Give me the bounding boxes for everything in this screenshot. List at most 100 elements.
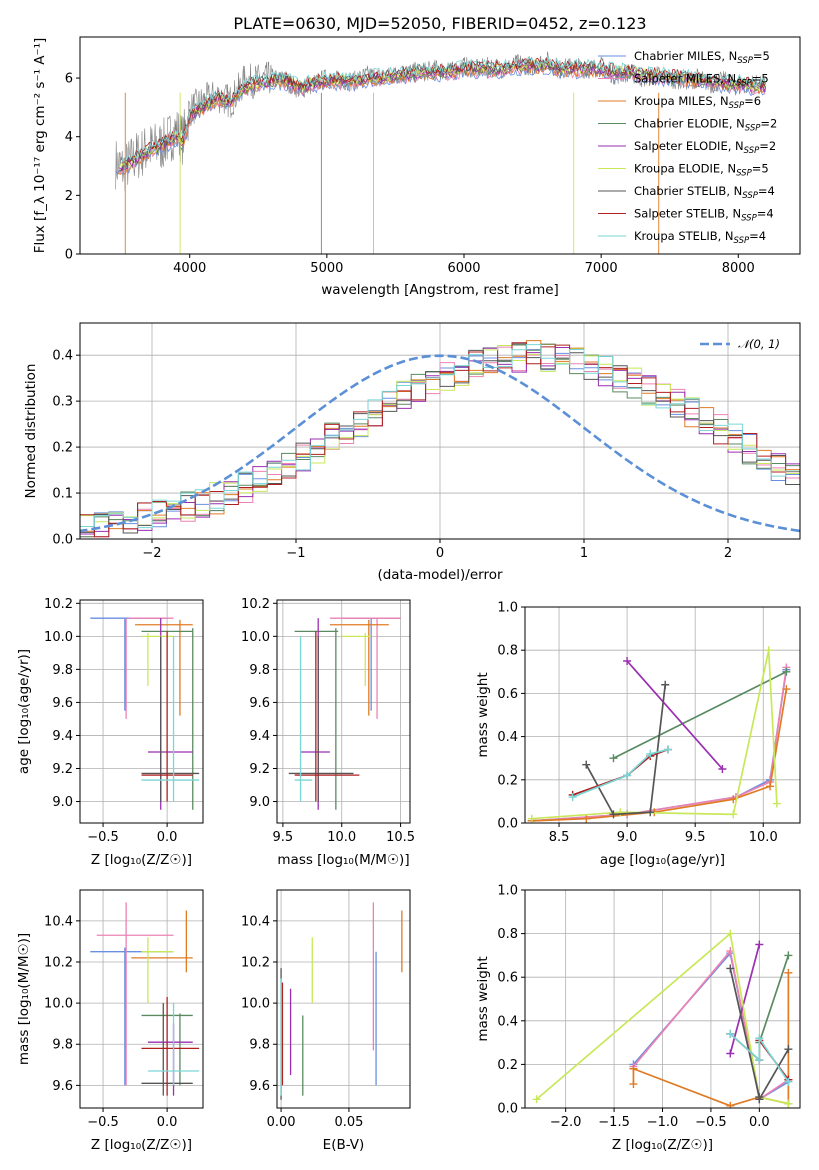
y-axis-label: mass [log₁₀(M/M☉)] [16, 933, 32, 1065]
axes-frame [276, 889, 411, 1109]
series-marker [726, 929, 735, 938]
panel-weight-vs-Z: −2.0 −1.5 −1.0 −0.5 0.0 0.0 0.2 0.4 0.6 0.8 1.0 Z [… [475, 884, 801, 1153]
y-tick-label: 9.2 [52, 762, 73, 777]
y-tick-label: 0.6 [497, 971, 518, 986]
x-tick-label: −1.0 [647, 1115, 679, 1130]
series-marker [532, 1095, 541, 1104]
axes-frame [524, 606, 801, 824]
y-tick-label: 0.0 [52, 533, 73, 548]
y-tick-label: 9.6 [249, 1079, 270, 1094]
y-tick-label: 0.4 [52, 349, 73, 364]
x-tick-label: 1 [580, 546, 588, 561]
y-tick-label: 0.8 [497, 644, 518, 659]
y-tick-label: 1.0 [497, 884, 518, 899]
y-axis-label: Normed distribution [23, 364, 39, 499]
y-tick-label: 0.4 [497, 1014, 518, 1029]
y-tick-label: 4 [65, 130, 73, 145]
panel-spectrum: 4000 5000 6000 7000 8000 0 2 4 6 wavelength [Angs… [32, 36, 801, 298]
legend-entry: Kroupa STELIB, NSSP=4 [634, 229, 766, 246]
y-tick-label: 0.6 [497, 687, 518, 702]
x-tick-label: 5000 [310, 261, 343, 276]
y-axis-label: age [log₁₀(age/yr)] [16, 649, 32, 774]
series-marker [661, 680, 670, 689]
plot-area [90, 617, 200, 810]
plot-area [280, 902, 403, 1100]
series-marker [582, 760, 591, 769]
series-marker [616, 808, 625, 817]
series-marker [726, 1049, 735, 1058]
series-marker [718, 765, 727, 773]
y-tick-label: 10.0 [44, 997, 73, 1012]
legend-entry: Chabrier MILES, NSSP=5 [634, 49, 770, 66]
y-tick-label: 10.2 [44, 955, 73, 970]
x-axis-label: E(B-V) [323, 1137, 365, 1153]
axes-frame [276, 599, 411, 824]
series-marker [646, 749, 655, 758]
x-tick-label: 0.0 [157, 1115, 178, 1130]
y-tick-label: 2 [65, 189, 73, 204]
series-marker [623, 657, 632, 665]
y-tick-label: 1.0 [497, 601, 518, 616]
x-tick-label: 7000 [585, 261, 618, 276]
plot-area [532, 929, 793, 1108]
gaussian-curve [80, 354, 800, 533]
y-tick-label: 9.8 [249, 663, 270, 678]
panel-mass-vs-EBV: 0.00 0.05 9.6 9.8 10.0 10.2 10.4 E(B-V) [241, 889, 411, 1153]
legend-entry: Kroupa ELODIE, NSSP=5 [634, 162, 769, 179]
plot-area [288, 617, 401, 810]
hist-step-salpeter-stelib [80, 342, 800, 538]
y-tick-label: 0.3 [52, 395, 73, 410]
x-tick-label: 9.5 [273, 830, 294, 845]
x-axis-label: mass [log₁₀(M/M☉)] [277, 852, 409, 868]
series-marker [629, 1064, 638, 1073]
x-tick-label: −0.5 [695, 1115, 727, 1130]
y-tick-label: 9.6 [52, 1079, 73, 1094]
x-tick-label: 9.5 [685, 830, 706, 845]
x-tick-label: 10.5 [386, 830, 415, 845]
series-line-kroupa-stelib [729, 1033, 790, 1083]
y-tick-label: 10.4 [44, 914, 73, 929]
series-marker [772, 799, 781, 808]
series-marker [646, 808, 655, 817]
y-tick-label: 0.0 [497, 1102, 518, 1117]
y-axis-label: mass weight [475, 956, 491, 1041]
x-tick-label: −1.5 [598, 1115, 630, 1130]
series-marker [568, 793, 577, 802]
series-marker [729, 810, 738, 819]
model-line-kroupa-miles [117, 62, 767, 175]
x-tick-label: 2 [724, 546, 732, 561]
y-tick-label: 9.2 [249, 762, 270, 777]
hist-step-kroupa-stelib [80, 344, 800, 529]
y-tick-label: 0.2 [52, 441, 73, 456]
y-tick-label: 9.0 [249, 795, 270, 810]
x-tick-label: 6000 [447, 261, 480, 276]
series-marker [609, 754, 618, 763]
legend-entry: 𝒩(0, 1) [738, 337, 780, 351]
plot-area [527, 646, 791, 823]
x-tick-label: 10.0 [327, 830, 356, 845]
legend-entry: Chabrier STELIB, NSSP=4 [634, 184, 775, 201]
series-marker [784, 1045, 793, 1054]
series-line-salpeter-elodie [729, 944, 761, 1054]
x-tick-label: −2.0 [550, 1115, 582, 1130]
plot-area [115, 51, 767, 254]
y-tick-label: 9.8 [52, 663, 73, 678]
x-axis-label: Z [log₁₀(Z/Z☉)] [612, 1137, 713, 1153]
y-tick-label: 10.2 [241, 597, 270, 612]
legend-entry: Salpeter MILES, NSSP=5 [634, 72, 769, 89]
y-tick-label: 0.0 [497, 817, 518, 832]
y-tick-label: 0.2 [497, 773, 518, 788]
figure-title: PLATE=0630, MJD=52050, FIBERID=0452, z=0… [233, 14, 646, 33]
series-marker [609, 810, 618, 819]
y-tick-label: 9.8 [52, 1038, 73, 1053]
y-tick-label: 0 [65, 248, 73, 263]
y-tick-label: 0.8 [497, 927, 518, 942]
series-marker [663, 745, 672, 754]
panel-residuals: −2 −1 0 1 2 0.0 0.1 0.2 0.3 0.4 (data-model)/error… [23, 322, 801, 583]
legend-entry: Kroupa MILES, NSSP=6 [634, 94, 761, 111]
y-tick-label: 9.4 [52, 729, 73, 744]
y-tick-label: 6 [65, 72, 73, 87]
legend-entry: Salpeter ELODIE, NSSP=2 [634, 139, 776, 156]
model-line-salpeter-stelib [121, 57, 766, 166]
x-tick-label: 0.00 [267, 1115, 296, 1130]
